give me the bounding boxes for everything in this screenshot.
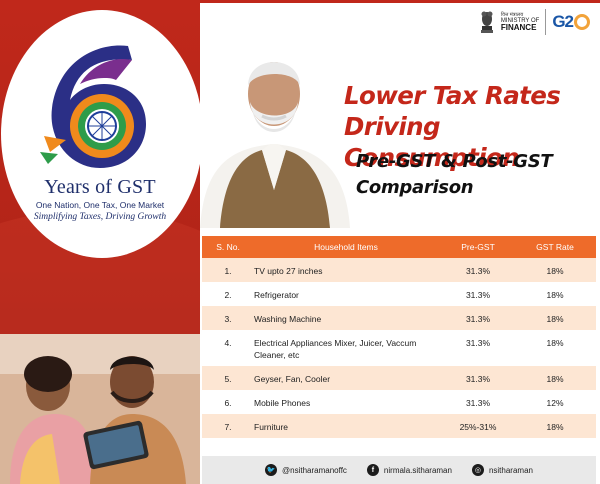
twitter-handle[interactable]: 🐦 @nsitharamanoffc [265,464,347,476]
cell-sno: 4. [224,338,232,348]
g20-logo: G2 [552,12,590,32]
headline-line2: Driving Consumption [344,112,520,172]
instagram-handle[interactable]: ◎ nsitharaman [471,464,533,476]
facebook-icon: f [366,464,379,476]
logo-divider [545,9,547,35]
table-row: 4. Electrical Appliances Mixer, Juicer, … [202,330,596,366]
cell-sno: 2. [224,290,232,300]
main-content: वित्त मंत्रालय MINISTRY OF FINANCE G2 Lo… [200,0,600,484]
subheadline-line2: Comparison [356,177,474,198]
cell-pre-gst: 31.3% [465,314,491,324]
cell-sno: 5. [224,374,232,384]
facebook-handle[interactable]: f nirmala.sitharaman [366,464,452,476]
cell-gst-rate: 18% [546,422,564,432]
national-emblem-icon [480,11,493,33]
top-accent-strip [200,0,600,3]
twitter-icon: 🐦 [265,464,278,476]
cell-gst-rate: 18% [546,266,564,276]
cell-pre-gst: 31.3% [465,374,491,384]
cell-gst-rate: 18% [546,290,564,300]
left-branding-panel: 6 Years of GST One Nation, One Tax, One … [0,0,200,484]
instagram-icon: ◎ [471,464,484,476]
ministry-hindi-text: वित्त मंत्रालय [500,11,524,18]
cell-sno: 3. [224,314,232,324]
leader-portrait-photo [200,62,350,228]
cell-gst-rate: 12% [546,398,564,408]
facebook-handle-text: nirmala.sitharaman [383,465,452,475]
subheadline-line1: Pre-GST & Post-GST [356,151,553,172]
table-header-row: S. No. Household Items Pre-GST GST Rate [202,236,596,258]
cell-item: Electrical Appliances Mixer, Juicer, Vac… [254,338,417,360]
headline: Lower Tax Rates Driving Consumption [344,80,594,173]
cell-item: Washing Machine [254,314,322,324]
ministry-line2: FINANCE [500,22,537,32]
cell-pre-gst: 31.3% [465,266,491,276]
six-years-logo-art [40,45,146,168]
table-row: 2. Refrigerator 31.3% 18% [202,282,596,306]
header-gst-rate: GST Rate [536,242,574,252]
tax-comparison-table: S. No. Household Items Pre-GST GST Rate … [202,236,596,438]
gst-years-title: Years of GST [44,176,156,198]
cell-item: Mobile Phones [254,398,311,408]
header-logos: वित्त मंत्रालय MINISTRY OF FINANCE G2 [479,6,590,38]
g20-globe-icon [574,14,590,30]
instagram-handle-text: nsitharaman [488,465,533,475]
cell-sno: 6. [224,398,232,408]
cell-item: Geyser, Fan, Cooler [254,374,331,384]
cell-pre-gst: 25%-31% [459,422,497,432]
table-row: 7. Furniture 25%-31% 18% [202,414,596,438]
cell-gst-rate: 18% [546,338,564,348]
people-with-tablet-photo [0,334,200,484]
header-sno: S. No. [216,242,240,252]
cell-sno: 7. [224,422,232,432]
cell-pre-gst: 31.3% [465,290,491,300]
subheadline: Pre-GST & Post-GST Comparison [356,149,596,201]
headline-line1: Lower Tax Rates [344,81,561,110]
table-row: 1. TV upto 27 inches 31.3% 18% [202,258,596,282]
ministry-of-finance-logo: वित्त मंत्रालय MINISTRY OF FINANCE [500,11,540,32]
header-pre-gst: Pre-GST [461,242,495,252]
ministry-line1: MINISTRY OF [500,17,540,24]
cell-sno: 1. [224,266,232,276]
g20-text: G2 [552,12,574,31]
gst-tagline-secondary: Simplifying Taxes, Driving Growth [33,212,167,222]
table-row: 5. Geyser, Fan, Cooler 31.3% 18% [202,366,596,390]
cell-pre-gst: 31.3% [465,338,491,348]
cell-gst-rate: 18% [546,314,564,324]
cell-item: Refrigerator [254,290,299,300]
cell-pre-gst: 31.3% [465,398,491,408]
header-item: Household Items [314,242,378,252]
table-row: 3. Washing Machine 31.3% 18% [202,306,596,330]
twitter-handle-text: @nsitharamanoffc [282,465,347,475]
cell-gst-rate: 18% [546,374,564,384]
cell-item: Furniture [254,422,289,432]
table-row: 6. Mobile Phones 31.3% 12% [202,390,596,414]
cell-item: TV upto 27 inches [254,266,323,276]
social-footer: 🐦 @nsitharamanoffc f nirmala.sitharaman … [202,456,596,484]
gst-tagline-primary: One Nation, One Tax, One Market [35,200,165,210]
